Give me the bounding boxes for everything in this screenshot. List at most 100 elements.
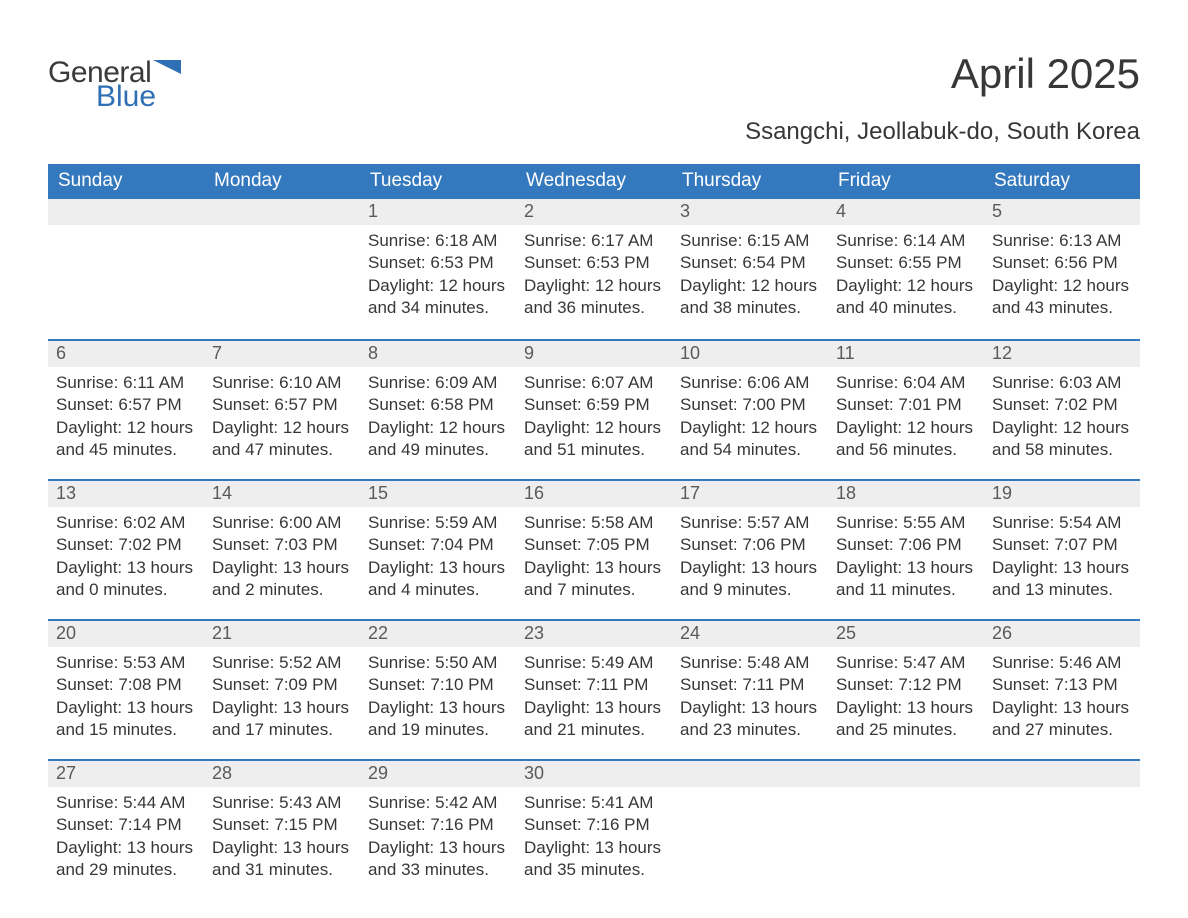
calendar-day-cell	[828, 761, 984, 899]
calendar-week-row: 27 Sunrise: 5:44 AMSunset: 7:14 PMDayligh…	[48, 759, 1140, 899]
calendar-day-cell: 1Sunrise: 6:18 AMSunset: 6:53 PMDaylight…	[360, 199, 516, 339]
day-details: Sunrise: 6:17 AMSunset: 6:53 PMDaylight:…	[516, 225, 672, 334]
sunset-text: Sunset: 7:14 PM	[56, 814, 196, 836]
sunrise-text: Sunrise: 6:17 AM	[524, 230, 664, 252]
day-number: 21	[204, 621, 360, 647]
sunset-text: Sunset: 7:13 PM	[992, 674, 1132, 696]
daylight-text: Daylight: 12 hours and 34 minutes.	[368, 275, 508, 320]
calendar-header-cell: Tuesday	[360, 164, 516, 199]
sunrise-text: Sunrise: 5:49 AM	[524, 652, 664, 674]
calendar: SundayMondayTuesdayWednesdayThursdayFrid…	[48, 164, 1140, 899]
day-details: Sunrise: 5:41 AMSunset: 7:16 PMDaylight:…	[516, 787, 672, 896]
calendar-week-row: 20Sunrise: 5:53 AMSunset: 7:08 PMDayligh…	[48, 619, 1140, 759]
sunrise-text: Sunrise: 6:07 AM	[524, 372, 664, 394]
day-details: Sunrise: 6:14 AMSunset: 6:55 PMDaylight:…	[828, 225, 984, 334]
sunrise-text: Sunrise: 6:11 AM	[56, 372, 196, 394]
calendar-day-cell: 21Sunrise: 5:52 AMSunset: 7:09 PMDayligh…	[204, 621, 360, 759]
sunrise-text: Sunrise: 5:55 AM	[836, 512, 976, 534]
day-number: 8	[360, 341, 516, 367]
calendar-day-cell: 24Sunrise: 5:48 AMSunset: 7:11 PMDayligh…	[672, 621, 828, 759]
sunset-text: Sunset: 6:57 PM	[56, 394, 196, 416]
day-details	[48, 225, 204, 244]
brand-logo: General Blue	[48, 58, 185, 112]
sunrise-text: Sunrise: 5:53 AM	[56, 652, 196, 674]
calendar-day-cell: 3Sunrise: 6:15 AMSunset: 6:54 PMDaylight…	[672, 199, 828, 339]
calendar-day-cell: 4Sunrise: 6:14 AMSunset: 6:55 PMDaylight…	[828, 199, 984, 339]
daylight-text: Daylight: 13 hours and 9 minutes.	[680, 557, 820, 602]
calendar-day-cell: 22Sunrise: 5:50 AMSunset: 7:10 PMDayligh…	[360, 621, 516, 759]
day-details: Sunrise: 5:47 AMSunset: 7:12 PMDaylight:…	[828, 647, 984, 756]
day-number: 27	[48, 761, 204, 787]
sunset-text: Sunset: 7:02 PM	[992, 394, 1132, 416]
sunrise-text: Sunrise: 5:57 AM	[680, 512, 820, 534]
day-number: 6	[48, 341, 204, 367]
daylight-text: Daylight: 12 hours and 45 minutes.	[56, 417, 196, 462]
calendar-day-cell: 29Sunrise: 5:42 AMSunset: 7:16 PMDayligh…	[360, 761, 516, 899]
brand-text: General Blue	[48, 58, 185, 112]
sunset-text: Sunset: 6:53 PM	[368, 252, 508, 274]
day-details: Sunrise: 5:58 AMSunset: 7:05 PMDaylight:…	[516, 507, 672, 616]
daylight-text: Daylight: 13 hours and 0 minutes.	[56, 557, 196, 602]
daylight-text: Daylight: 13 hours and 29 minutes.	[56, 837, 196, 882]
calendar-day-cell: 23Sunrise: 5:49 AMSunset: 7:11 PMDayligh…	[516, 621, 672, 759]
calendar-day-cell: 20Sunrise: 5:53 AMSunset: 7:08 PMDayligh…	[48, 621, 204, 759]
day-number: 1	[360, 199, 516, 225]
daylight-text: Daylight: 12 hours and 56 minutes.	[836, 417, 976, 462]
sunset-text: Sunset: 6:58 PM	[368, 394, 508, 416]
calendar-day-cell	[672, 761, 828, 899]
sunrise-text: Sunrise: 5:43 AM	[212, 792, 352, 814]
calendar-day-cell: 9Sunrise: 6:07 AMSunset: 6:59 PMDaylight…	[516, 341, 672, 479]
sunset-text: Sunset: 6:53 PM	[524, 252, 664, 274]
day-number: 29	[360, 761, 516, 787]
daylight-text: Daylight: 12 hours and 43 minutes.	[992, 275, 1132, 320]
day-number: 16	[516, 481, 672, 507]
sunset-text: Sunset: 6:56 PM	[992, 252, 1132, 274]
sunset-text: Sunset: 7:08 PM	[56, 674, 196, 696]
day-number: 14	[204, 481, 360, 507]
day-number: 4	[828, 199, 984, 225]
sunset-text: Sunset: 7:09 PM	[212, 674, 352, 696]
calendar-header-cell: Monday	[204, 164, 360, 199]
sunrise-text: Sunrise: 5:41 AM	[524, 792, 664, 814]
sunrise-text: Sunrise: 6:14 AM	[836, 230, 976, 252]
day-details: Sunrise: 5:48 AMSunset: 7:11 PMDaylight:…	[672, 647, 828, 756]
daylight-text: Daylight: 12 hours and 47 minutes.	[212, 417, 352, 462]
day-number: 25	[828, 621, 984, 647]
sunrise-text: Sunrise: 5:46 AM	[992, 652, 1132, 674]
daylight-text: Daylight: 13 hours and 13 minutes.	[992, 557, 1132, 602]
day-number: 26	[984, 621, 1140, 647]
calendar-header-cell: Saturday	[984, 164, 1140, 199]
day-number: 5	[984, 199, 1140, 225]
sunrise-text: Sunrise: 6:03 AM	[992, 372, 1132, 394]
sunrise-text: Sunrise: 6:02 AM	[56, 512, 196, 534]
day-details: Sunrise: 5:53 AMSunset: 7:08 PMDaylight:…	[48, 647, 204, 756]
calendar-day-cell: 16Sunrise: 5:58 AMSunset: 7:05 PMDayligh…	[516, 481, 672, 619]
calendar-day-cell: 7Sunrise: 6:10 AMSunset: 6:57 PMDaylight…	[204, 341, 360, 479]
day-details: Sunrise: 5:46 AMSunset: 7:13 PMDaylight:…	[984, 647, 1140, 756]
day-details: Sunrise: 6:04 AMSunset: 7:01 PMDaylight:…	[828, 367, 984, 476]
day-details: Sunrise: 6:00 AMSunset: 7:03 PMDaylight:…	[204, 507, 360, 616]
day-details: Sunrise: 5:42 AMSunset: 7:16 PMDaylight:…	[360, 787, 516, 896]
location-subtitle: Ssangchi, Jeollabuk-do, South Korea	[48, 118, 1140, 146]
day-number: 18	[828, 481, 984, 507]
calendar-day-cell	[204, 199, 360, 339]
daylight-text: Daylight: 12 hours and 58 minutes.	[992, 417, 1132, 462]
sunrise-text: Sunrise: 5:44 AM	[56, 792, 196, 814]
daylight-text: Daylight: 12 hours and 54 minutes.	[680, 417, 820, 462]
sunset-text: Sunset: 6:57 PM	[212, 394, 352, 416]
day-details: Sunrise: 6:06 AMSunset: 7:00 PMDaylight:…	[672, 367, 828, 476]
calendar-day-cell: 12Sunrise: 6:03 AMSunset: 7:02 PMDayligh…	[984, 341, 1140, 479]
calendar-day-cell: 27 Sunrise: 5:44 AMSunset: 7:14 PMDayligh…	[48, 761, 204, 899]
sunset-text: Sunset: 7:10 PM	[368, 674, 508, 696]
sunset-text: Sunset: 7:12 PM	[836, 674, 976, 696]
day-number: 3	[672, 199, 828, 225]
day-details: Sunrise: 5:59 AMSunset: 7:04 PMDaylight:…	[360, 507, 516, 616]
calendar-day-cell: 26Sunrise: 5:46 AMSunset: 7:13 PMDayligh…	[984, 621, 1140, 759]
calendar-day-cell: 28Sunrise: 5:43 AMSunset: 7:15 PMDayligh…	[204, 761, 360, 899]
sunrise-text: Sunrise: 6:13 AM	[992, 230, 1132, 252]
sunrise-text: Sunrise: 5:47 AM	[836, 652, 976, 674]
sunset-text: Sunset: 7:07 PM	[992, 534, 1132, 556]
day-details	[204, 225, 360, 244]
calendar-day-cell: 15Sunrise: 5:59 AMSunset: 7:04 PMDayligh…	[360, 481, 516, 619]
sunrise-text: Sunrise: 5:58 AM	[524, 512, 664, 534]
